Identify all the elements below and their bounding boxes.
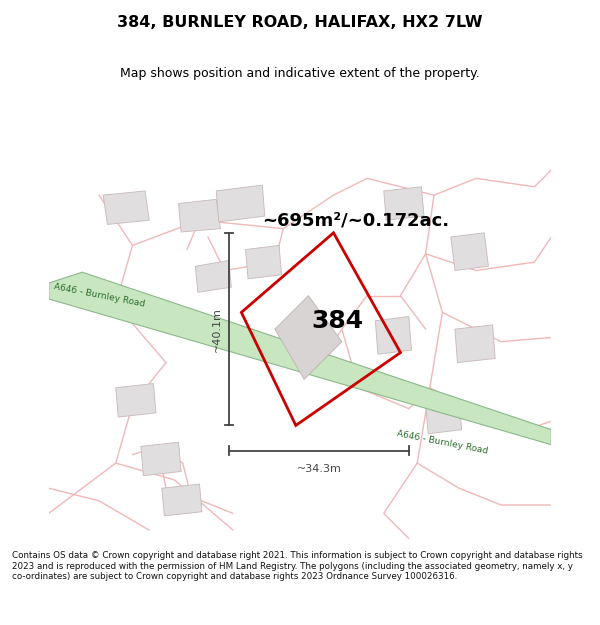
Polygon shape bbox=[216, 185, 265, 222]
Text: ~695m²/~0.172ac.: ~695m²/~0.172ac. bbox=[262, 212, 449, 230]
Text: ~34.3m: ~34.3m bbox=[296, 464, 341, 474]
Polygon shape bbox=[116, 384, 156, 417]
Text: 384, BURNLEY ROAD, HALIFAX, HX2 7LW: 384, BURNLEY ROAD, HALIFAX, HX2 7LW bbox=[117, 16, 483, 31]
Text: A646 - Burnley Road: A646 - Burnley Road bbox=[53, 282, 145, 309]
Text: A646 - Burnley Road: A646 - Burnley Road bbox=[396, 429, 488, 456]
Text: 384: 384 bbox=[311, 309, 364, 332]
Polygon shape bbox=[245, 246, 281, 279]
Text: ~40.1m: ~40.1m bbox=[212, 307, 222, 351]
Polygon shape bbox=[455, 325, 495, 362]
Polygon shape bbox=[384, 187, 424, 220]
Polygon shape bbox=[141, 442, 181, 476]
Text: Contains OS data © Crown copyright and database right 2021. This information is : Contains OS data © Crown copyright and d… bbox=[12, 551, 583, 581]
Polygon shape bbox=[275, 296, 342, 379]
Polygon shape bbox=[196, 261, 232, 292]
Polygon shape bbox=[451, 232, 488, 271]
Polygon shape bbox=[49, 272, 551, 445]
Text: Map shows position and indicative extent of the property.: Map shows position and indicative extent… bbox=[120, 67, 480, 79]
Polygon shape bbox=[179, 199, 220, 232]
Polygon shape bbox=[103, 191, 149, 224]
Polygon shape bbox=[376, 316, 412, 354]
Polygon shape bbox=[162, 484, 202, 516]
Polygon shape bbox=[425, 400, 461, 434]
